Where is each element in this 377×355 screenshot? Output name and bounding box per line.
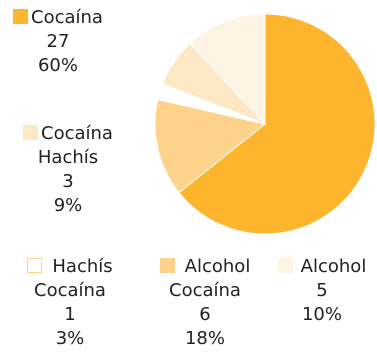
- slice-alcohol: [189, 13, 266, 126]
- label-name-alcohol: Alcohol: [300, 256, 367, 277]
- legend-swatch-hachis-cocaina: [27, 258, 43, 273]
- label-count-alcohol-cocaina: 6: [199, 304, 211, 325]
- label-name-alcohol-cocaina-2: Cocaína: [169, 280, 241, 301]
- label-cocaina: Cocaína 27 60%: [8, 6, 108, 78]
- label-hachis-cocaina: Hachís Cocaína 1 3%: [6, 255, 134, 351]
- label-name-hachis-cocaina-2: Cocaína: [34, 280, 106, 301]
- label-percent-alcohol-cocaina: 18%: [184, 328, 225, 349]
- legend-swatch-alcohol: [277, 258, 293, 273]
- label-name-cocaina-hachis-1: Cocaína: [41, 123, 113, 144]
- label-count-hachis-cocaina: 1: [64, 304, 76, 325]
- label-name-hachis-cocaina-1: Hachís: [52, 256, 113, 277]
- slice-alcohol-cocaina: [154, 98, 267, 194]
- label-cocaina-hachis: Cocaína Hachís 3 9%: [8, 122, 128, 218]
- label-percent-hachis-cocaina: 3%: [55, 328, 85, 349]
- label-percent-cocaina: 60%: [37, 55, 78, 76]
- label-count-cocaina-hachis: 3: [62, 171, 74, 192]
- label-count-alcohol: 5: [316, 280, 328, 301]
- legend-swatch-cocaina-hachis: [23, 125, 39, 140]
- label-percent-cocaina-hachis: 9%: [53, 195, 83, 216]
- label-name-alcohol-cocaina-1: Alcohol: [184, 256, 251, 277]
- label-name-cocaina: Cocaína: [31, 7, 103, 28]
- label-name-cocaina-hachis-2: Hachís: [37, 147, 99, 168]
- label-count-cocaina: 27: [46, 31, 70, 52]
- legend-swatch-alcohol-cocaina: [159, 258, 175, 273]
- label-alcohol: Alcohol 5 10%: [272, 255, 372, 327]
- slice-cocaina: [178, 13, 376, 235]
- label-percent-alcohol: 10%: [301, 304, 342, 325]
- label-alcohol-cocaina: Alcohol Cocaína 6 18%: [145, 255, 265, 351]
- legend-swatch-cocaina: [13, 9, 29, 24]
